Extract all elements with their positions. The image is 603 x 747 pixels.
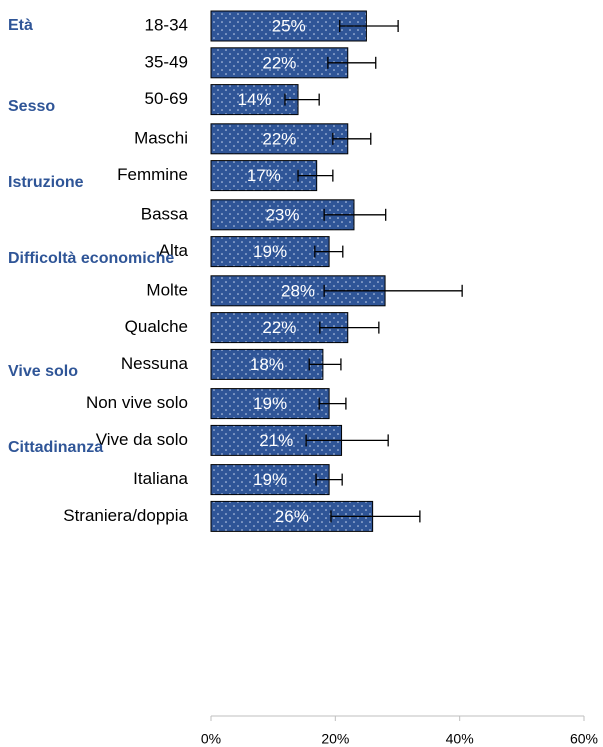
category-label: Molte <box>146 280 188 299</box>
bar <box>210 160 318 192</box>
category-label: Non vive solo <box>86 393 188 412</box>
bar <box>210 236 330 268</box>
group-title: Vive solo <box>8 363 78 380</box>
x-tick-label: 0% <box>201 731 221 747</box>
value-label: 26% <box>275 507 309 526</box>
bar <box>210 47 349 79</box>
group-title: Età <box>8 17 33 34</box>
bar <box>210 464 330 496</box>
group-title: Difficoltà economiche <box>8 250 174 267</box>
category-label: Vive da solo <box>96 430 188 449</box>
value-label: 22% <box>262 318 296 337</box>
category-label: Straniera/doppia <box>63 506 188 525</box>
category-label: Alta <box>159 241 189 260</box>
value-label: 19% <box>253 470 287 489</box>
value-label: 22% <box>262 53 296 72</box>
value-label: 18% <box>250 355 284 374</box>
x-tick-label: 40% <box>446 731 474 747</box>
bar <box>210 388 330 420</box>
value-label: 14% <box>238 90 272 109</box>
value-label: 17% <box>247 166 281 185</box>
category-label: Italiana <box>133 469 188 488</box>
bar <box>210 348 324 380</box>
category-label: Qualche <box>125 317 188 336</box>
value-label: 23% <box>265 205 299 224</box>
bar <box>210 123 349 155</box>
value-label: 21% <box>259 431 293 450</box>
group-title: Sesso <box>8 98 55 115</box>
category-label: Femmine <box>117 165 188 184</box>
value-label: 25% <box>272 16 306 35</box>
value-label: 19% <box>253 394 287 413</box>
x-tick-label: 20% <box>321 731 349 747</box>
category-label: 50-69 <box>145 89 188 108</box>
group-title: Istruzione <box>8 174 84 191</box>
category-label: Maschi <box>134 128 188 147</box>
value-label: 19% <box>253 242 287 261</box>
x-tick-label: 60% <box>570 731 598 747</box>
category-label: 35-49 <box>145 52 188 71</box>
category-label: 18-34 <box>145 15 188 34</box>
value-label: 22% <box>262 129 296 148</box>
category-label: Nessuna <box>121 354 189 373</box>
value-label: 28% <box>281 281 315 300</box>
category-label: Bassa <box>141 204 189 223</box>
group-title: Cittadinanza <box>8 439 103 456</box>
